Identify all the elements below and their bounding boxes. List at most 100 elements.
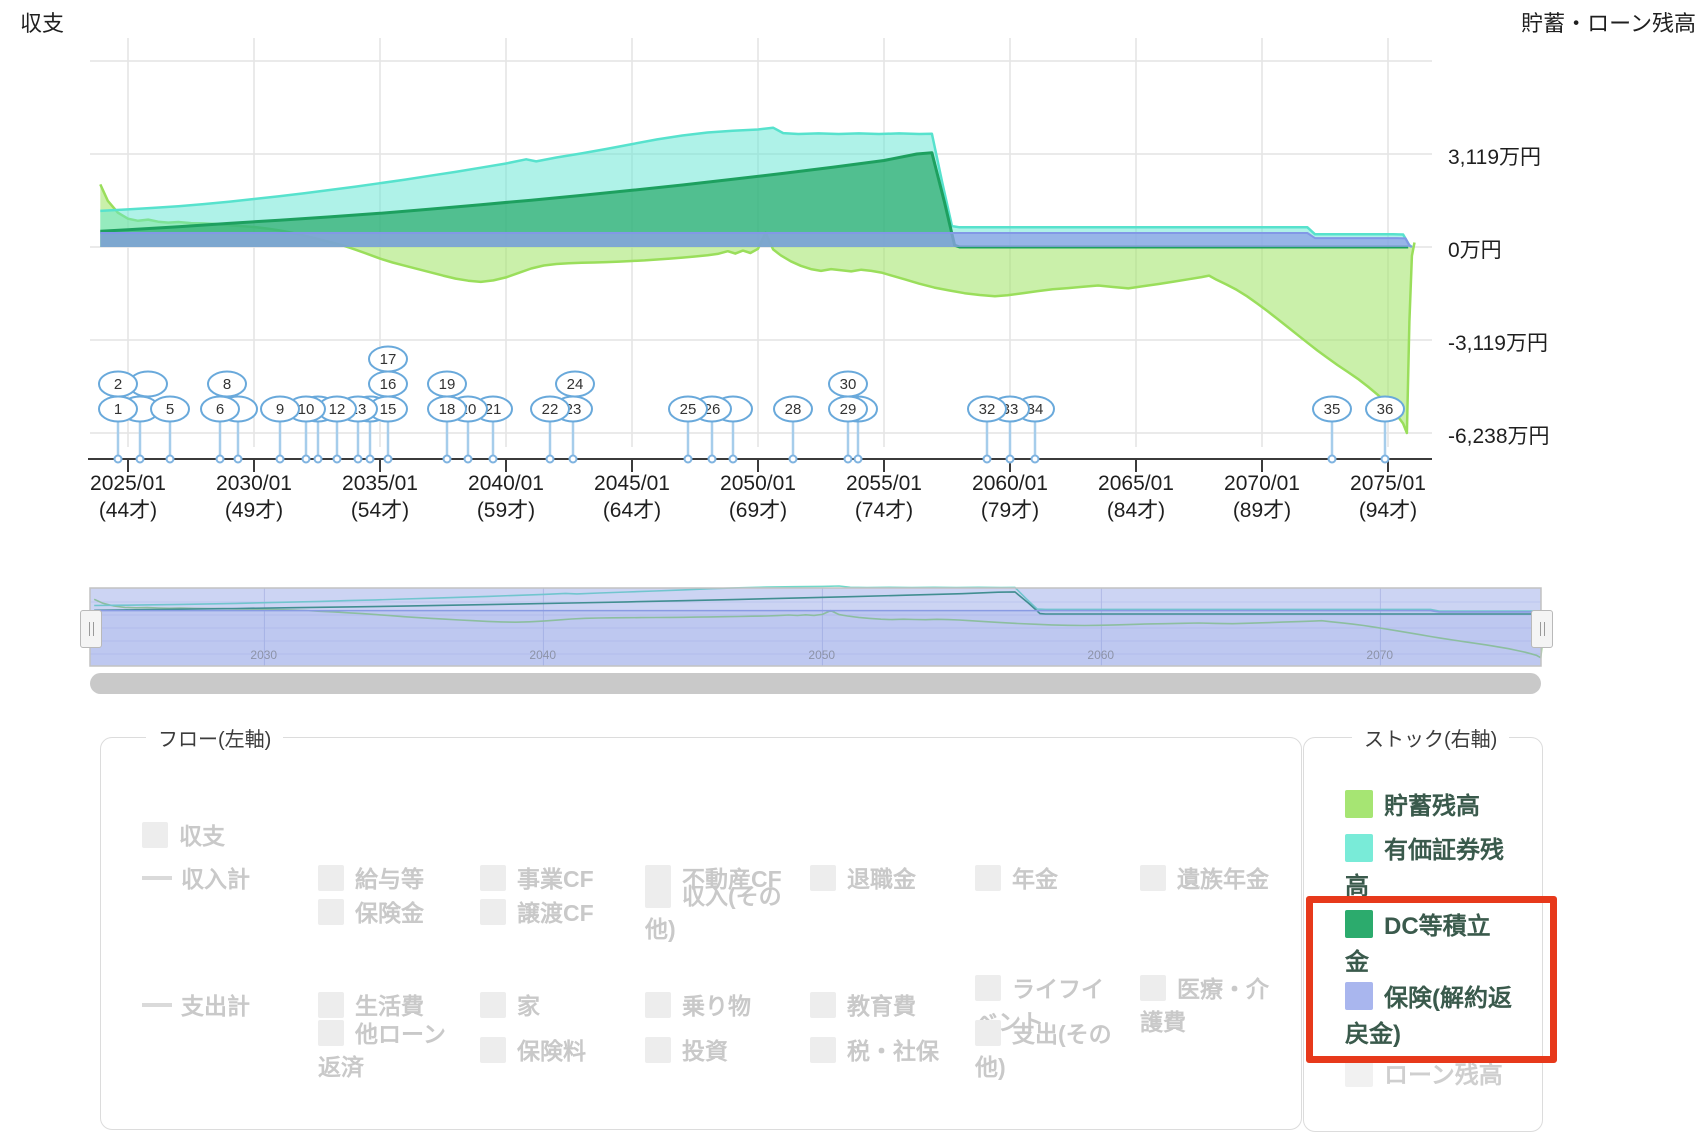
flow-legend-label: 遺族年金 (1177, 866, 1269, 892)
flow-legend-item-生活費[interactable]: 生活費 (318, 990, 424, 1023)
line-DC等積立金 (100, 151, 1409, 249)
event-marker-base-dot (313, 454, 323, 464)
event-marker-36[interactable]: 36 (1365, 395, 1405, 423)
flow-legend-item-給与等[interactable]: 給与等 (318, 863, 424, 896)
square-swatch-icon (810, 1037, 836, 1063)
stock-legend-box (1303, 737, 1543, 1132)
flow-legend-item-事業CF[interactable]: 事業CF (480, 863, 594, 896)
flow-legend-label: 生活費 (355, 993, 424, 1019)
flow-legend-item-税・社保[interactable]: 税・社保 (810, 1035, 939, 1068)
svg-text:32: 32 (979, 401, 996, 418)
flow-legend-item-医療・介護費[interactable]: 医療・介護費 (1140, 973, 1269, 1039)
event-marker-base-dot (215, 454, 225, 464)
event-marker-35[interactable]: 35 (1312, 395, 1352, 423)
flow-legend-item-投資[interactable]: 投資 (645, 1035, 728, 1068)
event-marker-16[interactable]: 16 (368, 370, 408, 398)
square-swatch-icon (1140, 975, 1166, 1001)
event-marker-base-dot (332, 454, 342, 464)
x-tick-label: 2035/01 (54才) (342, 472, 418, 522)
x-tick-label: 2055/01 (74才) (846, 472, 922, 522)
flow-legend-item-不動産CF[interactable]: 不動産CF (645, 863, 782, 896)
flow-legend-item-収入(その他)[interactable]: 収入(その 他) (645, 880, 782, 946)
stock-legend-item-保険(解約返戻金)[interactable]: 保険(解約返 戻金) (1345, 981, 1543, 1053)
svg-text:29: 29 (840, 401, 857, 418)
event-marker-32[interactable]: 32 (967, 395, 1007, 423)
svg-text:5: 5 (166, 401, 174, 418)
flow-legend-item-退職金[interactable]: 退職金 (810, 863, 916, 896)
event-marker-12[interactable]: 12 (317, 395, 357, 423)
event-marker-18[interactable]: 18 (427, 395, 467, 423)
stock-legend-label: 高 (1345, 873, 1369, 900)
highlight-annotation-box (1306, 896, 1557, 1063)
event-marker-1[interactable]: 1 (98, 395, 138, 423)
event-marker-25[interactable]: 25 (668, 395, 708, 423)
event-marker-22[interactable]: 22 (530, 395, 570, 423)
stock-legend-item-ローン残高[interactable]: ローン残高 (1345, 1058, 1543, 1094)
flow-legend-item-教育費[interactable]: 教育費 (810, 990, 916, 1023)
y-tick-label: -6,238万円 (1448, 424, 1550, 448)
flow-legend-item-乗り物[interactable]: 乗り物 (645, 990, 751, 1023)
event-marker-6[interactable]: 6 (200, 395, 240, 423)
square-swatch-icon (1345, 1059, 1373, 1087)
flow-legend-item-年金[interactable]: 年金 (975, 863, 1058, 896)
event-marker-30[interactable]: 30 (828, 370, 868, 398)
flow-legend-item-保険料[interactable]: 保険料 (480, 1035, 586, 1068)
navigator-chart[interactable] (0, 575, 1702, 705)
event-marker-15[interactable]: 15 (368, 395, 408, 423)
stock-legend-item-有価証券残高[interactable]: 有価証券残高 (1345, 833, 1543, 905)
square-swatch-icon (480, 992, 506, 1018)
square-swatch-icon (645, 992, 671, 1018)
event-marker-29[interactable]: 29 (828, 395, 868, 423)
svg-text:28: 28 (785, 401, 802, 418)
flow-legend-label: 護費 (1140, 1009, 1186, 1035)
navigator-year-label: 2070 (1366, 648, 1394, 662)
flow-legend-item-譲渡CF[interactable]: 譲渡CF (480, 897, 594, 930)
main-chart: 3635343332302928262524232221201918171615… (88, 38, 1432, 472)
flow-legend-label: 収支 (179, 823, 225, 849)
horizontal-scrollbar[interactable] (90, 673, 1541, 694)
x-tick-label: 2050/01 (69才) (720, 472, 796, 522)
event-marker-28[interactable]: 28 (773, 395, 813, 423)
event-marker-base-dot (275, 454, 285, 464)
flow-legend-item-支出(その他)[interactable]: 支出(その 他) (975, 1018, 1112, 1084)
navigator-year-label: 2030 (250, 648, 278, 662)
svg-text:17: 17 (380, 351, 397, 368)
x-tick-label: 2045/01 (64才) (594, 472, 670, 522)
navigator-year-label: 2060 (1087, 648, 1115, 662)
event-marker-24[interactable]: 24 (555, 370, 595, 398)
stock-legend-label: 保険(解約返 (1384, 985, 1512, 1012)
svg-text:36: 36 (1377, 401, 1394, 418)
navigator-right-handle-icon[interactable] (1531, 610, 1553, 648)
svg-text:16: 16 (380, 376, 397, 393)
flow-legend-item-遺族年金[interactable]: 遺族年金 (1140, 863, 1269, 896)
flow-legend-label: 支出(その (1012, 1021, 1112, 1047)
line-保険(解約返戻金) (100, 232, 1413, 248)
event-marker-base-dot (463, 454, 473, 464)
flow-legend-label: 医療・介 (1177, 976, 1269, 1002)
left-axis-title: 収支 (20, 11, 65, 36)
navigator-selected-range[interactable] (89, 587, 1542, 667)
event-marker-5[interactable]: 5 (150, 395, 190, 423)
flow-legend-item-保険金[interactable]: 保険金 (318, 897, 424, 930)
event-marker-base-dot (488, 454, 498, 464)
flow-legend-item-支出計[interactable]: 支出計 (142, 990, 250, 1023)
flow-legend-item-他ローン返済[interactable]: 他ローン 返済 (318, 1018, 446, 1084)
stock-legend-item-DC等積立金[interactable]: DC等積立金 (1345, 909, 1543, 981)
flow-legend-item-収入計[interactable]: 収入計 (142, 863, 250, 896)
square-swatch-icon (975, 1020, 1001, 1046)
square-swatch-icon (318, 865, 344, 891)
event-marker-base-dot (728, 454, 738, 464)
flow-legend-label: 収入計 (181, 866, 250, 892)
event-marker-9[interactable]: 9 (260, 395, 300, 423)
flow-legend-item-家[interactable]: 家 (480, 990, 540, 1023)
square-swatch-icon (1345, 834, 1373, 862)
svg-text:30: 30 (840, 376, 857, 393)
event-marker-8[interactable]: 8 (207, 370, 247, 398)
event-marker-2[interactable]: 2 (98, 370, 138, 398)
event-marker-base-dot (788, 454, 798, 464)
stock-legend-item-貯蓄残高[interactable]: 貯蓄残高 (1345, 789, 1543, 825)
event-marker-17[interactable]: 17 (368, 345, 408, 373)
flow-legend-item-収支[interactable]: 収支 (142, 820, 225, 853)
event-marker-19[interactable]: 19 (427, 370, 467, 398)
navigator-left-handle-icon[interactable] (80, 610, 102, 648)
